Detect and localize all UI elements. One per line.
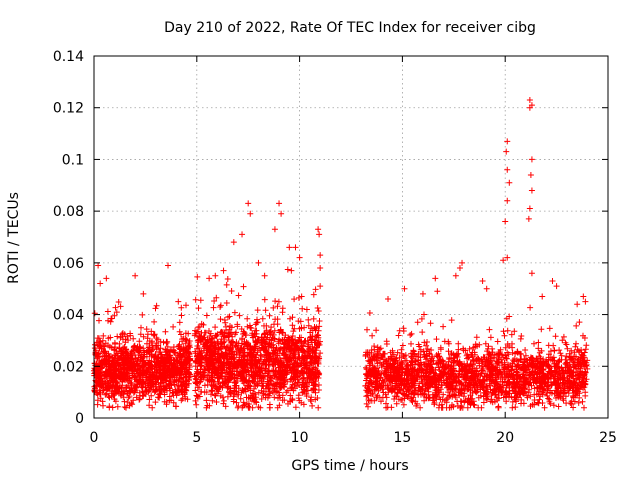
roti-point bbox=[452, 272, 459, 279]
chart-title: Day 210 of 2022, Rate Of TEC Index for r… bbox=[164, 20, 536, 36]
roti-point bbox=[97, 280, 104, 287]
y-tick-label: 0.02 bbox=[53, 359, 84, 375]
roti-point bbox=[385, 296, 392, 303]
roti-point bbox=[434, 288, 441, 295]
y-tick-label: 0.06 bbox=[53, 256, 84, 272]
roti-point bbox=[261, 272, 268, 279]
roti-point bbox=[247, 210, 254, 217]
roti-point bbox=[528, 270, 535, 277]
roti-point bbox=[230, 239, 237, 246]
roti-point bbox=[288, 267, 295, 274]
roti-point bbox=[286, 244, 293, 251]
roti-point bbox=[503, 148, 510, 155]
roti-point bbox=[271, 226, 278, 233]
roti-point bbox=[553, 283, 560, 290]
roti-point bbox=[132, 272, 139, 279]
roti-point bbox=[315, 226, 322, 233]
x-tick-label: 15 bbox=[393, 430, 411, 446]
roti-point bbox=[500, 257, 507, 264]
plot-frame bbox=[93, 55, 609, 419]
roti-point bbox=[245, 200, 252, 207]
y-tick-label: 0.12 bbox=[53, 101, 84, 117]
roti-point bbox=[317, 265, 324, 272]
roti-point bbox=[165, 262, 172, 269]
roti-point bbox=[212, 272, 219, 279]
x-tick-label: 0 bbox=[90, 430, 99, 446]
x-tick-label: 5 bbox=[192, 430, 201, 446]
roti-point bbox=[419, 290, 426, 297]
roti-point bbox=[502, 218, 509, 225]
y-axis-label: ROTI / TECUs bbox=[6, 192, 22, 284]
roti-point bbox=[317, 252, 324, 259]
roti-point bbox=[506, 179, 513, 186]
y-tick-label: 0 bbox=[75, 411, 84, 427]
roti-point bbox=[456, 265, 463, 272]
roti-point bbox=[527, 171, 534, 178]
roti-point bbox=[175, 298, 182, 305]
x-tick-label: 20 bbox=[496, 430, 514, 446]
roti-point bbox=[528, 156, 535, 163]
data-points bbox=[91, 96, 591, 411]
roti-point bbox=[316, 231, 323, 238]
roti-point bbox=[95, 262, 102, 269]
x-tick-label: 10 bbox=[291, 430, 309, 446]
axis-ticks bbox=[93, 55, 609, 419]
roti-point bbox=[239, 231, 246, 238]
roti-point bbox=[528, 187, 535, 194]
roti-point bbox=[483, 285, 490, 292]
roti-point bbox=[298, 293, 305, 300]
roti-point bbox=[278, 210, 285, 217]
tick-labels: 0 5 10 15 20 25 0 0.02 0.04 0.06 0.08 0.1 0.12 0.14 bbox=[53, 49, 617, 446]
y-tick-label: 0.08 bbox=[53, 204, 84, 220]
roti-point bbox=[140, 290, 147, 297]
roti-point bbox=[292, 244, 299, 251]
roti-point bbox=[580, 293, 587, 300]
roti-point bbox=[582, 298, 589, 305]
roti-point bbox=[103, 275, 110, 282]
roti-point bbox=[220, 267, 227, 274]
roti-point-cloud bbox=[91, 266, 591, 411]
roti-point bbox=[549, 277, 556, 284]
roti-point bbox=[317, 283, 324, 290]
roti-point bbox=[525, 215, 532, 222]
roti-point bbox=[255, 259, 262, 266]
roti-point bbox=[504, 166, 511, 173]
roti-point bbox=[504, 138, 511, 145]
roti-point bbox=[526, 96, 533, 103]
x-tick-label: 25 bbox=[599, 430, 617, 446]
roti-point bbox=[504, 254, 511, 261]
y-tick-label: 0.1 bbox=[62, 152, 84, 168]
x-axis-label: GPS time / hours bbox=[291, 458, 408, 474]
roti-point bbox=[206, 275, 213, 282]
roti-point bbox=[526, 104, 533, 111]
roti-point bbox=[479, 277, 486, 284]
roti-point bbox=[504, 197, 511, 204]
roti-point bbox=[574, 301, 581, 308]
roti-point bbox=[432, 275, 439, 282]
roti-point bbox=[526, 205, 533, 212]
roti-point bbox=[459, 259, 466, 266]
y-tick-label: 0.04 bbox=[53, 308, 84, 324]
y-tick-label: 0.14 bbox=[53, 49, 84, 65]
roti-point bbox=[296, 254, 303, 261]
roti-point bbox=[539, 293, 546, 300]
roti-point bbox=[276, 200, 283, 207]
roti-point bbox=[401, 285, 408, 292]
